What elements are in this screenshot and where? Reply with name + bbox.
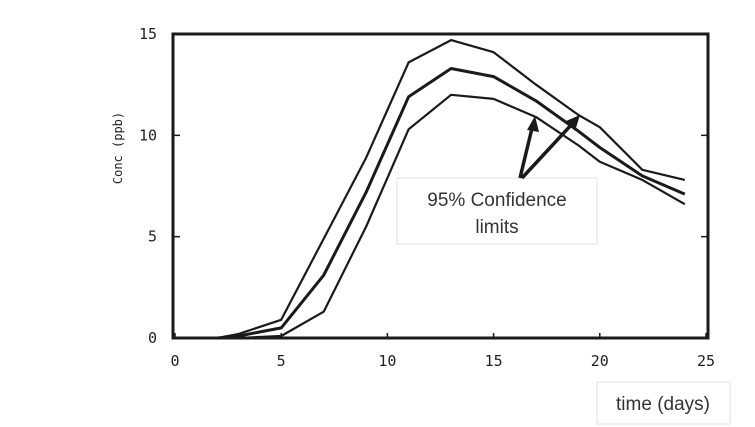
x-tick-label: 20 [591, 352, 609, 370]
y-tick-label: 5 [148, 228, 157, 246]
x-tick-label: 10 [378, 352, 396, 370]
x-tick-label: 0 [170, 352, 179, 370]
x-axis-title: time (days) [616, 394, 710, 415]
annotation-arrowhead-left [527, 116, 539, 132]
series-layer [175, 38, 686, 340]
x-tick-label: 5 [277, 352, 286, 370]
annotation-box [396, 177, 598, 245]
annotation-arrow-left [518, 123, 535, 179]
y-axis-title: Conc (ppb) [111, 112, 125, 184]
annotation-line-2: limits [475, 217, 518, 238]
x-axis-title-box [596, 381, 731, 425]
series-line-3 [175, 93, 686, 340]
x-tick-label: 25 [697, 352, 715, 370]
y-tick-label: 0 [148, 329, 157, 347]
y-tick-labels: 0 5 10 15 [139, 25, 708, 347]
y-tick-label: 15 [139, 25, 157, 43]
x-tick-label: 15 [485, 352, 503, 370]
x-tick-labels: 0 5 10 15 20 25 [170, 333, 715, 370]
annotation: 95% Confidence limits [396, 115, 598, 245]
annotation-arrow-right [520, 121, 575, 180]
plot-frame [171, 32, 710, 340]
annotation-arrowhead-right [566, 115, 580, 131]
annotation-line-1: 95% Confidence [427, 190, 566, 211]
y-tick-label: 10 [139, 126, 157, 144]
